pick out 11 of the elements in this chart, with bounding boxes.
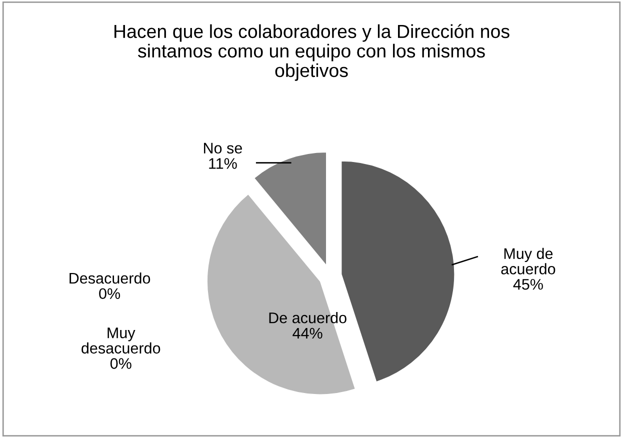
data-label: 11%: [209, 158, 237, 169]
data-label: 44%: [292, 328, 322, 339]
chart-title: Hacen que los colaboradores y la Dirección nos sintamos como un equipo con los mismos objetivos: [114, 24, 510, 81]
slice-label: Muy de acuerdo: [501, 248, 556, 274]
slice-label: No se: [204, 142, 242, 154]
category-label: Desacuerdo: [70, 272, 150, 284]
data-label: 45%: [513, 278, 543, 290]
text: 0%: [110, 358, 132, 369]
category-label: Muy desacuerdo: [82, 328, 160, 354]
slice-label: De acuerdo: [269, 312, 346, 324]
text: 0%: [99, 288, 120, 300]
